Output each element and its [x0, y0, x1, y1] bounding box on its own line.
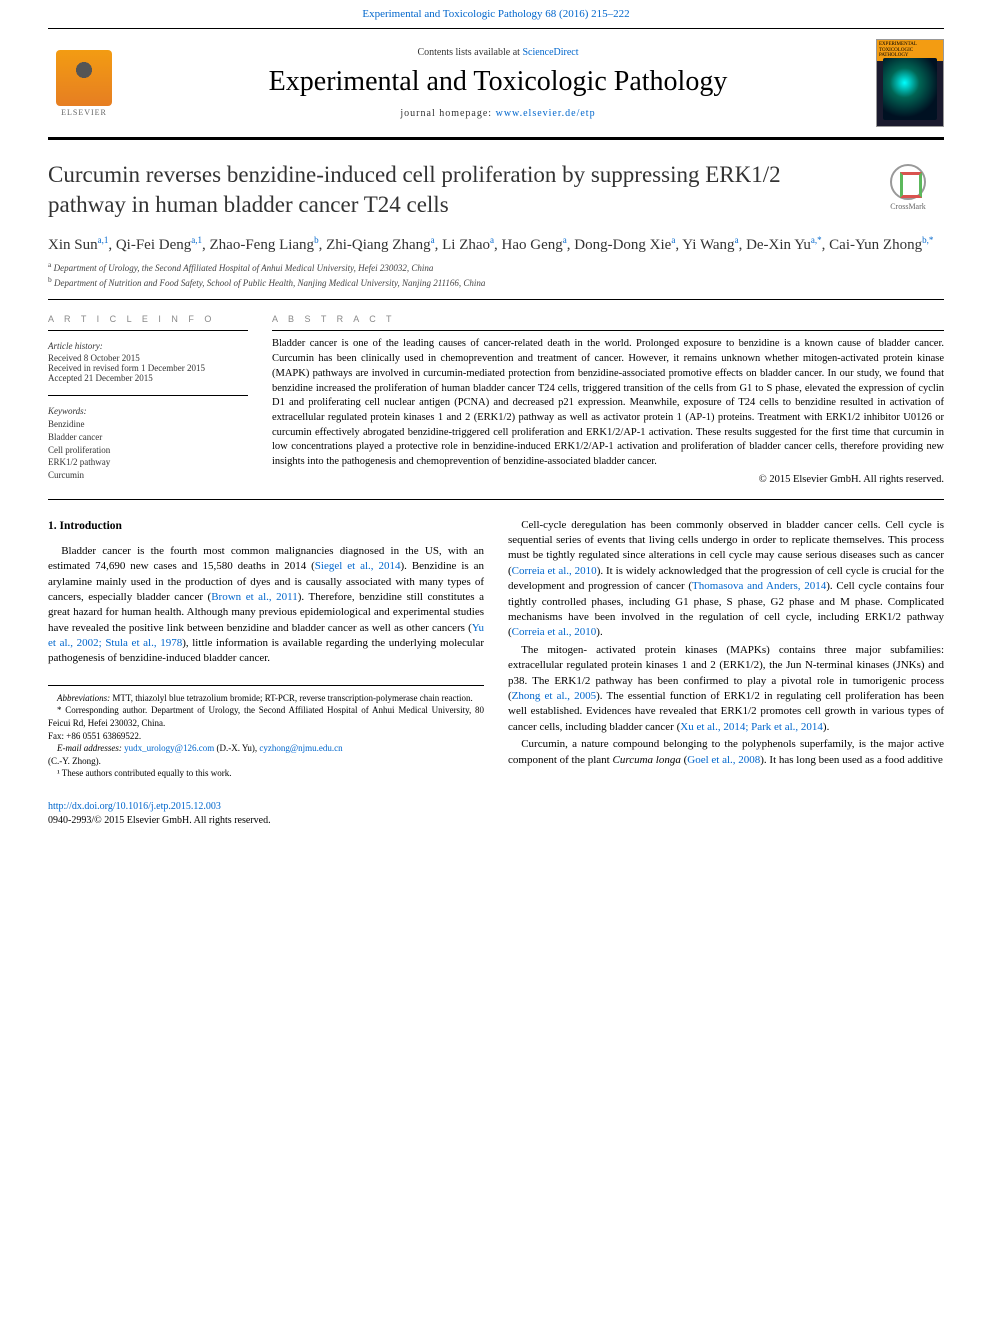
keywords-label: Keywords:: [48, 406, 248, 416]
abstract-rule: [272, 330, 944, 331]
sciencedirect-link[interactable]: ScienceDirect: [522, 47, 578, 58]
journal-header: ELSEVIER Contents lists available at Sci…: [48, 28, 944, 140]
cite-xu-park-2014[interactable]: Xu et al., 2014; Park et al., 2014: [680, 721, 823, 733]
history-item: Received 8 October 2015: [48, 353, 248, 363]
email-1-who: (D.-X. Yu),: [214, 743, 259, 753]
contents-prefix: Contents lists available at: [417, 47, 522, 58]
keyword-item: Cell proliferation: [48, 444, 248, 457]
abbrev-label: Abbreviations:: [57, 693, 110, 703]
rule-top: [48, 299, 944, 300]
contents-line: Contents lists available at ScienceDirec…: [120, 47, 876, 58]
article-info-column: A R T I C L E I N F O Article history: R…: [48, 314, 248, 484]
abstract-text: Bladder cancer is one of the leading cau…: [272, 337, 944, 469]
info-heading: A R T I C L E I N F O: [48, 314, 248, 324]
info-rule-2: [48, 395, 248, 396]
page-footer: http://dx.doi.org/10.1016/j.etp.2015.12.…: [0, 800, 992, 848]
body-columns: 1. Introduction Bladder cancer is the fo…: [48, 518, 944, 780]
history-item: Received in revised form 1 December 2015: [48, 363, 248, 373]
abbrev-text: MTT, thiazolyl blue tetrazolium bromide;…: [110, 693, 473, 703]
keyword-item: Curcumin: [48, 469, 248, 482]
copyright: © 2015 Elsevier GmbH. All rights reserve…: [272, 474, 944, 485]
doi-link[interactable]: http://dx.doi.org/10.1016/j.etp.2015.12.…: [48, 801, 221, 812]
para-3: The mitogen- activated protein kinases (…: [508, 643, 944, 735]
footnote-equal: ¹ These authors contributed equally to t…: [48, 767, 484, 780]
section-1-heading: 1. Introduction: [48, 518, 484, 534]
crossmark-icon: [890, 164, 926, 200]
info-rule-1: [48, 330, 248, 331]
keyword-item: ERK1/2 pathway: [48, 456, 248, 469]
fax: Fax: +86 0551 63869522.: [48, 730, 484, 743]
corr-label: * Corresponding author.: [57, 705, 147, 715]
cite-goel-2008[interactable]: Goel et al., 2008: [687, 754, 760, 766]
email-2-who: (C.-Y. Zhong).: [48, 755, 484, 768]
homepage-link[interactable]: www.elsevier.de/etp: [496, 108, 596, 119]
issn-line: 0940-2993/© 2015 Elsevier GmbH. All righ…: [48, 814, 944, 828]
para-1: Bladder cancer is the fourth most common…: [48, 544, 484, 667]
history-list: Received 8 October 2015Received in revis…: [48, 353, 248, 383]
elsevier-logo: ELSEVIER: [48, 43, 120, 123]
journal-cover: EXPERIMENTAL TOXICOLOGIC PATHOLOGY: [876, 39, 944, 127]
history-item: Accepted 21 December 2015: [48, 373, 248, 383]
p4-italic: Curcuma longa: [612, 754, 680, 766]
elsevier-label: ELSEVIER: [61, 108, 107, 117]
cite-zhong-2005[interactable]: Zhong et al., 2005: [512, 690, 596, 702]
email-1[interactable]: yudx_urology@126.com: [124, 743, 214, 753]
elsevier-tree-icon: [56, 50, 112, 106]
top-citation-link[interactable]: Experimental and Toxicologic Pathology 6…: [362, 8, 629, 20]
p4c: ). It has long been used as a food addit…: [760, 754, 943, 766]
abstract-heading: A B S T R A C T: [272, 314, 944, 324]
crossmark-label: CrossMark: [890, 202, 926, 211]
journal-name: Experimental and Toxicologic Pathology: [120, 66, 876, 98]
affiliations: a Department of Urology, the Second Affi…: [48, 260, 944, 289]
para-4: Curcumin, a nature compound belonging to…: [508, 737, 944, 768]
crossmark-badge[interactable]: CrossMark: [872, 164, 944, 211]
cite-brown-2011[interactable]: Brown et al., 2011: [211, 591, 298, 603]
email-2[interactable]: cyzhong@njmu.edu.cn: [259, 743, 342, 753]
journal-homepage: journal homepage: www.elsevier.de/etp: [120, 108, 876, 119]
affiliation-line: a Department of Urology, the Second Affi…: [48, 260, 944, 275]
para-2: Cell-cycle deregulation has been commonl…: [508, 518, 944, 641]
top-citation: Experimental and Toxicologic Pathology 6…: [0, 0, 992, 28]
keywords-list: BenzidineBladder cancerCell proliferatio…: [48, 418, 248, 481]
cover-image: [883, 58, 937, 120]
rule-bottom: [48, 499, 944, 500]
homepage-prefix: journal homepage:: [400, 108, 495, 119]
footnotes: Abbreviations: MTT, thiazolyl blue tetra…: [48, 685, 484, 780]
article-title: Curcumin reverses benzidine-induced cell…: [48, 160, 856, 220]
cite-siegel-2014[interactable]: Siegel et al., 2014: [315, 560, 401, 572]
cite-correia-2010-a[interactable]: Correia et al., 2010: [512, 565, 597, 577]
abstract-column: A B S T R A C T Bladder cancer is one of…: [272, 314, 944, 484]
cite-correia-2010-b[interactable]: Correia et al., 2010: [512, 626, 597, 638]
keyword-item: Bladder cancer: [48, 431, 248, 444]
cite-thomasova-2014[interactable]: Thomasova and Anders, 2014: [692, 580, 826, 592]
history-label: Article history:: [48, 341, 248, 351]
p3c: ).: [823, 721, 829, 733]
affiliation-line: b Department of Nutrition and Food Safet…: [48, 275, 944, 290]
email-label: E-mail addresses:: [57, 743, 122, 753]
keyword-item: Benzidine: [48, 418, 248, 431]
authors-line: Xin Suna,1, Qi-Fei Denga,1, Zhao-Feng Li…: [48, 234, 944, 257]
p2d: ).: [596, 626, 602, 638]
